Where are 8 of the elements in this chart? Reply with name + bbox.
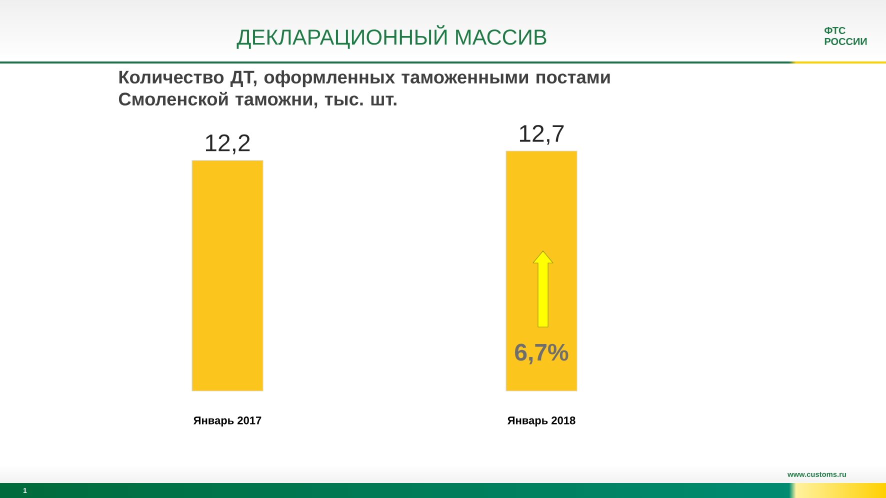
data-label: 12,2: [206, 134, 250, 154]
data-label: 12,7: [520, 124, 564, 145]
annotation: 6,7%: [515, 344, 568, 364]
x-tick-label: Январь 2018: [508, 416, 576, 426]
x-tick-label: Январь 2017: [194, 416, 262, 426]
chart-title: ДЕКЛАРАЦИОННЫЙ МАССИВ: [236, 25, 546, 49]
text: ФТС РОССИИ: [824, 26, 867, 46]
chart-subtitle: Количество ДТ, оформленных таможенными постами Смоленской таможни, тыс. шт.: [118, 70, 610, 108]
